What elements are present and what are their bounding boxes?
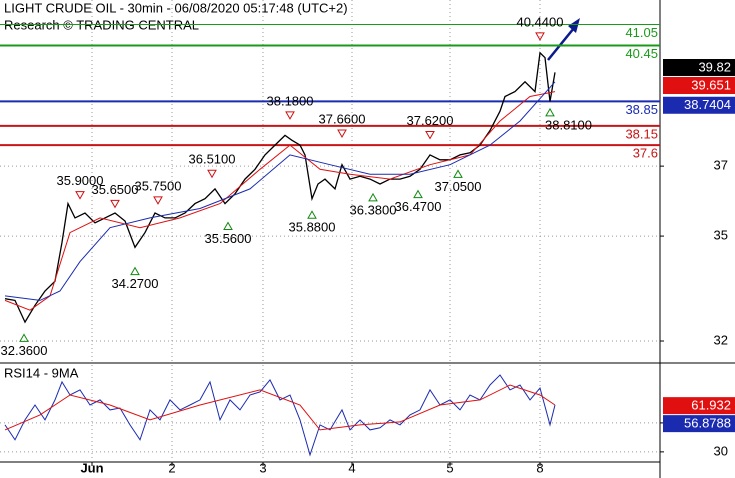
x-tick-label: Jun [80, 460, 103, 475]
chart-title: LIGHT CRUDE OIL - 30min - 06/08/2020 05:… [4, 0, 348, 15]
price-box-label: 39.82 [698, 59, 731, 74]
high-label: 36.5100 [189, 152, 236, 167]
price-box [663, 96, 735, 114]
level-label: 38.15 [625, 126, 658, 141]
high-marker [337, 129, 347, 139]
low-label: 34.2700 [112, 276, 159, 291]
high-label: 35.9000 [57, 173, 104, 188]
price-box [663, 415, 735, 433]
y-tick-label: 32 [714, 332, 728, 347]
y-tick-label: 35 [714, 228, 728, 243]
low-marker [368, 192, 378, 202]
high-marker [75, 191, 85, 200]
price-box-label: 39.651 [691, 77, 731, 92]
high-marker [535, 32, 545, 41]
low-marker [453, 169, 463, 178]
series-line [4, 81, 556, 301]
low-label: 35.8800 [289, 220, 336, 235]
low-label: 35.5600 [205, 231, 252, 246]
high-marker [110, 199, 120, 209]
high-marker [285, 111, 295, 120]
low-marker [130, 266, 140, 276]
y-tick-label: 37 [714, 158, 728, 173]
price-box-label: 38.7404 [684, 97, 731, 112]
price-box-label: 56.8788 [684, 416, 731, 431]
price-box [663, 77, 735, 95]
series-line [4, 384, 556, 431]
low-marker [19, 333, 29, 342]
trend-arrow-head [568, 18, 580, 33]
high-label: 40.4400 [517, 14, 564, 29]
low-marker [223, 221, 233, 231]
low-label: 36.3800 [350, 202, 397, 217]
level-label: 37.6 [633, 146, 658, 161]
high-label: 38.1800 [267, 93, 314, 108]
low-marker [545, 107, 555, 117]
x-tick-label: 4 [348, 460, 355, 475]
price-box [663, 59, 735, 77]
high-marker [153, 196, 163, 205]
high-marker [207, 169, 217, 179]
x-tick-label: 5 [446, 460, 453, 475]
trend-arrow [547, 27, 575, 61]
low-label: 38.8100 [545, 117, 592, 132]
series-line [4, 91, 556, 311]
level-label: 40.45 [625, 46, 658, 61]
low-label: 32.3600 [1, 343, 48, 358]
price-box [663, 397, 735, 415]
level-label: 38.85 [625, 102, 658, 117]
high-label: 35.7500 [135, 178, 182, 193]
high-marker [425, 130, 435, 140]
x-tick-label: 2 [168, 460, 175, 475]
price-box-label: 61.932 [691, 398, 731, 413]
low-marker [413, 189, 423, 199]
series-line [4, 374, 556, 457]
x-tick-label: 3 [259, 460, 266, 475]
series-line [4, 51, 556, 324]
level-label: 41.05 [625, 25, 658, 40]
high-label: 35.6500 [92, 182, 139, 197]
panel-title: RSI14 - 9MA [4, 365, 79, 380]
x-tick-label: 8 [536, 460, 543, 475]
y-tick-label: 30 [714, 443, 728, 458]
low-label: 37.0500 [435, 179, 482, 194]
high-label: 37.6600 [319, 111, 366, 126]
low-label: 36.4700 [395, 199, 442, 214]
high-label: 37.6200 [407, 113, 454, 128]
low-marker [307, 210, 317, 219]
